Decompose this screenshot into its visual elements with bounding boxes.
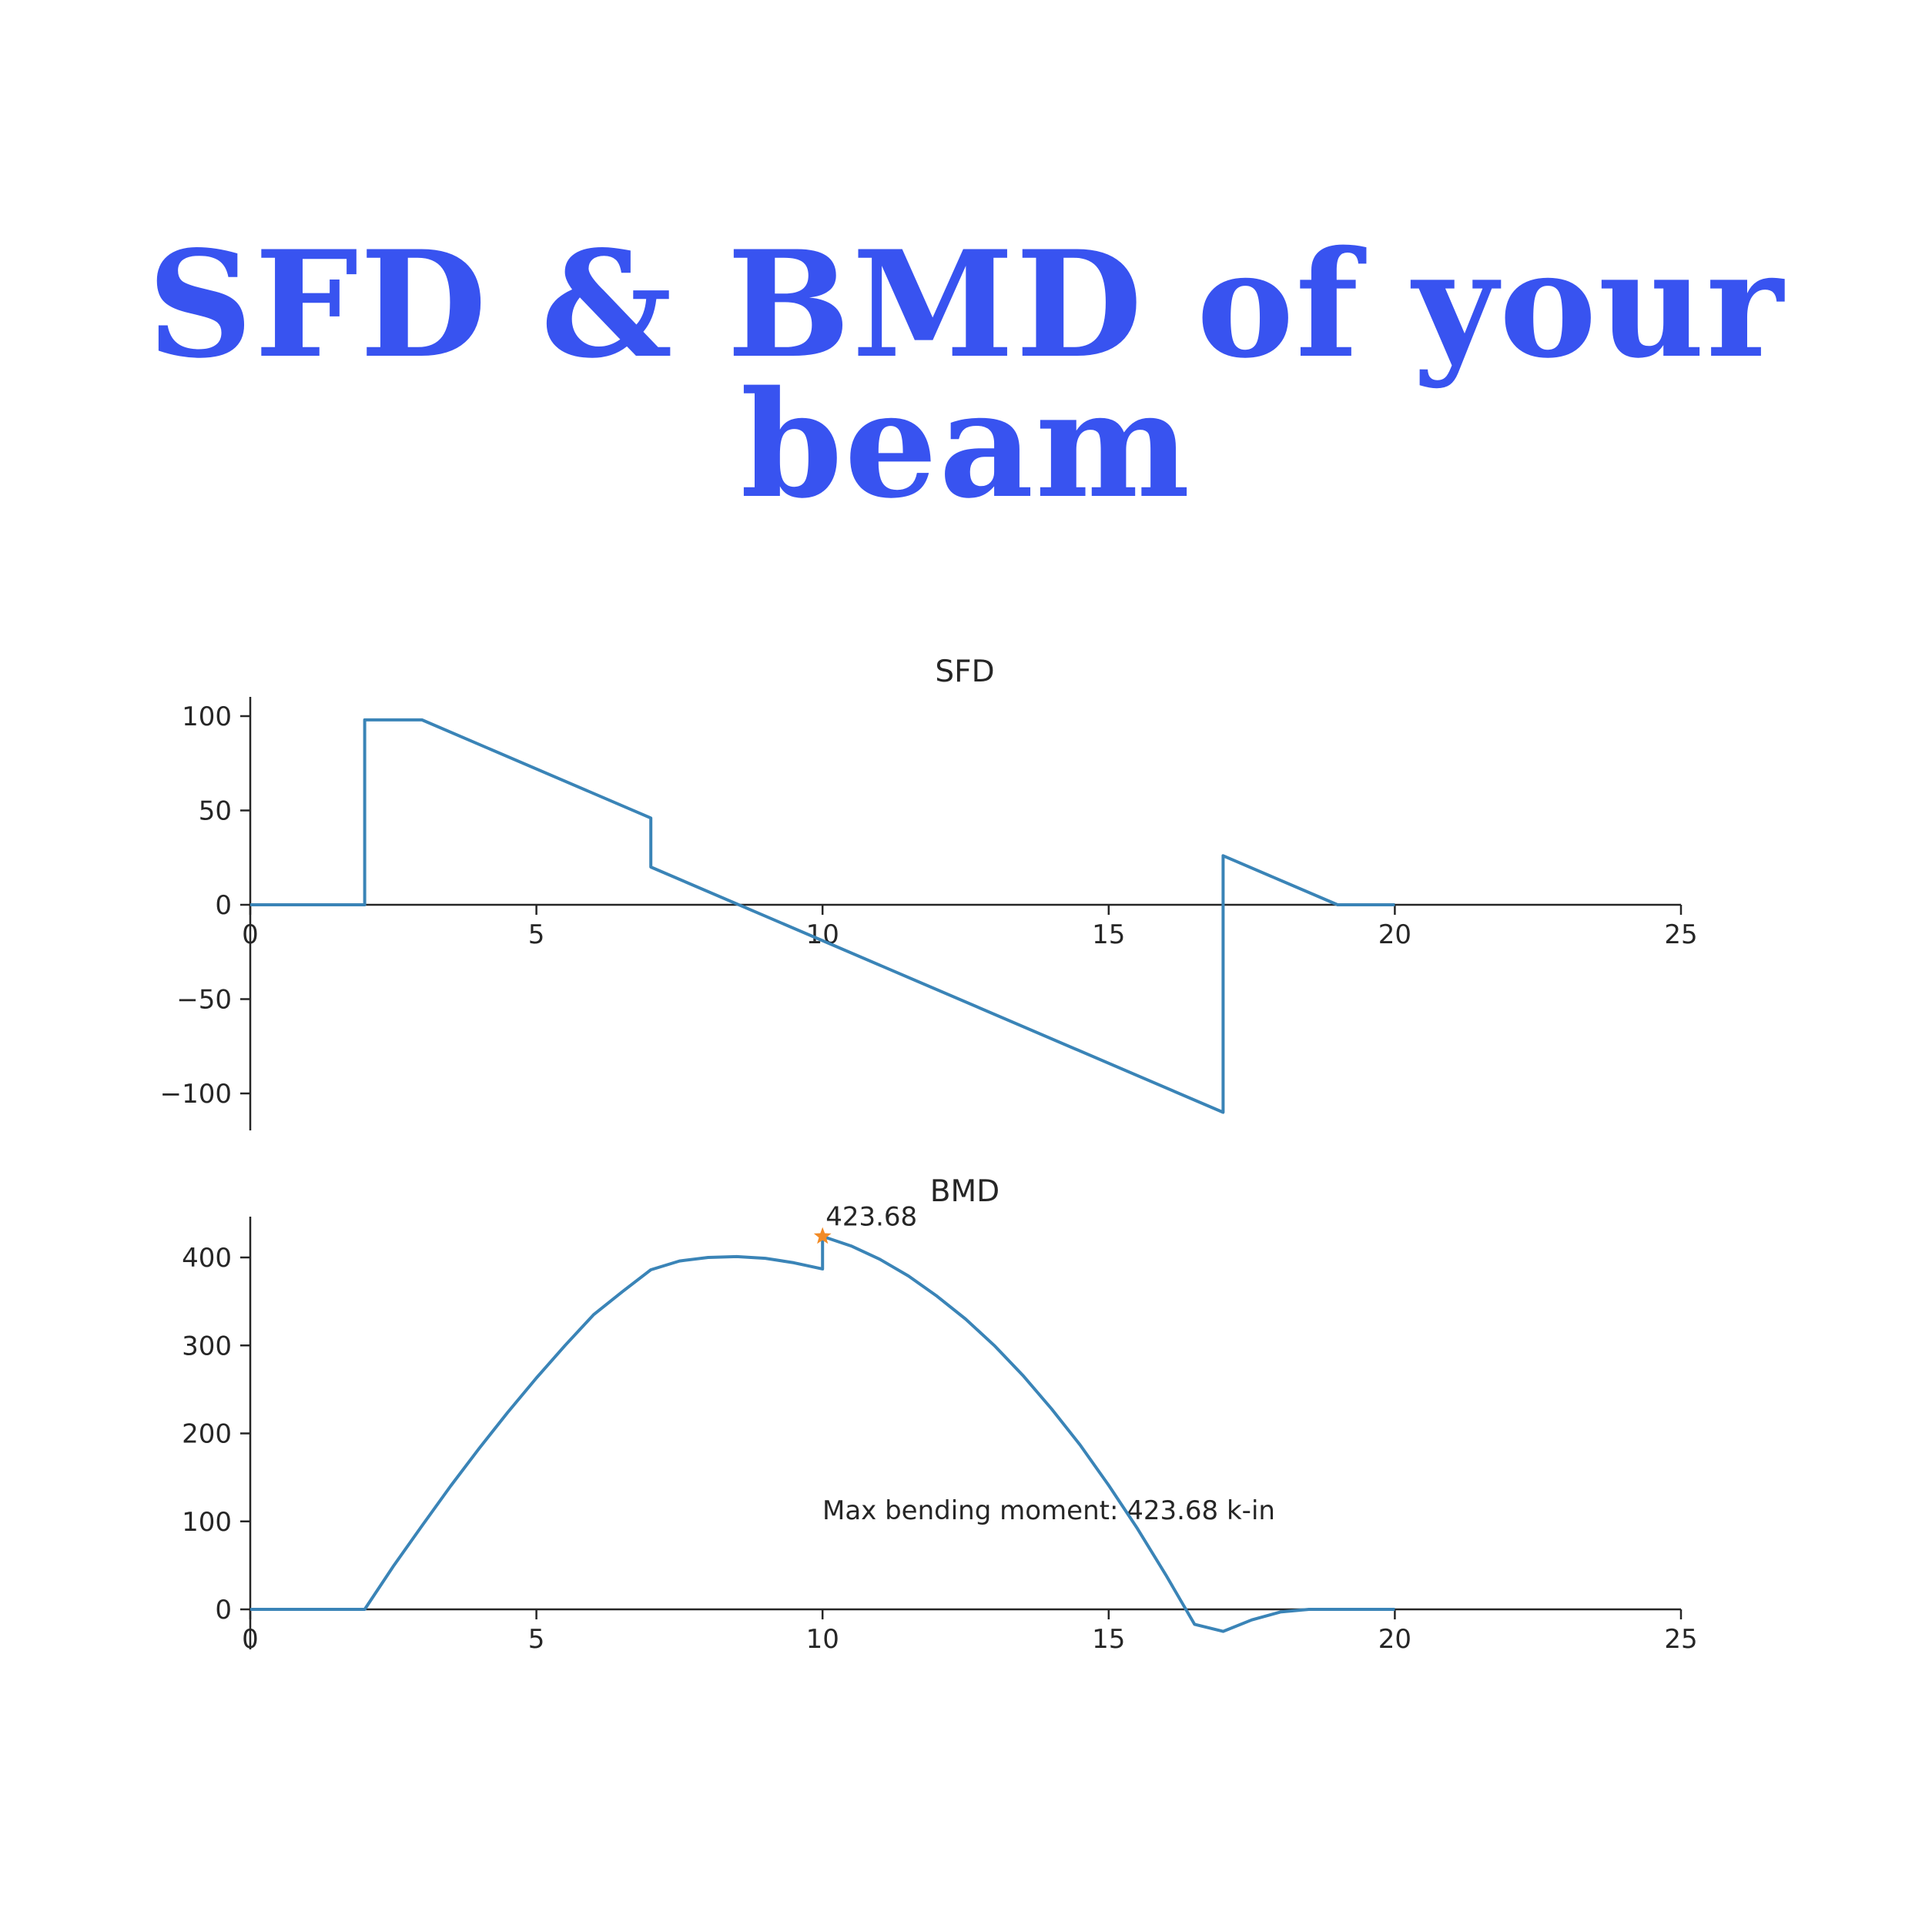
bmd-chart: BMD Max bending moment: 423.68 k-in 0 5 10… — [182, 1174, 1698, 1655]
page-title: SFD & BMD of your beam — [0, 219, 1932, 531]
bmd-y-tick-label: 100 — [182, 1507, 232, 1538]
sfd-y-tick-label: 50 — [199, 796, 232, 827]
bmd-y-tick-label: 0 — [215, 1595, 232, 1626]
sfd-y-tick-label: 0 — [215, 890, 232, 921]
sfd-chart-title: SFD — [935, 655, 994, 689]
max-moment-annotation: Max bending moment: 423.68 k-in — [822, 1495, 1275, 1526]
sfd-y-tick-label: −100 — [160, 1079, 232, 1110]
bmd-chart-title: BMD — [930, 1174, 999, 1209]
sfd-y-tick-label: 100 — [182, 701, 232, 732]
max-moment-label: 423.68 — [825, 1202, 917, 1233]
bmd-series-line — [250, 1234, 1395, 1633]
bmd-y-tick-label: 400 — [182, 1243, 232, 1274]
bmd-x-tick-label: 10 — [806, 1624, 839, 1655]
sfd-x-tick-label: 0 — [242, 919, 259, 950]
bmd-x-tick-label: 5 — [528, 1624, 545, 1655]
sfd-x-tick-label: 25 — [1664, 919, 1697, 950]
sfd-series-line — [250, 718, 1395, 1114]
max-moment-marker — [813, 1227, 832, 1244]
bmd-y-tick-label: 300 — [182, 1331, 232, 1361]
sfd-x-tick-label: 5 — [528, 919, 545, 950]
bmd-y-tick-label: 200 — [182, 1419, 232, 1450]
bmd-x-tick-label: 20 — [1378, 1624, 1411, 1655]
bmd-x-tick-label: 25 — [1664, 1624, 1697, 1655]
bmd-x-tick-label: 0 — [242, 1624, 259, 1655]
sfd-y-tick-label: −50 — [176, 985, 232, 1016]
sfd-x-tick-label: 20 — [1378, 919, 1411, 950]
page-title-line-1: SFD & BMD of your — [147, 219, 1785, 390]
bmd-x-tick-label: 15 — [1092, 1624, 1125, 1655]
sfd-x-tick-label: 15 — [1092, 919, 1125, 950]
page-title-line-2: beam — [740, 359, 1192, 531]
